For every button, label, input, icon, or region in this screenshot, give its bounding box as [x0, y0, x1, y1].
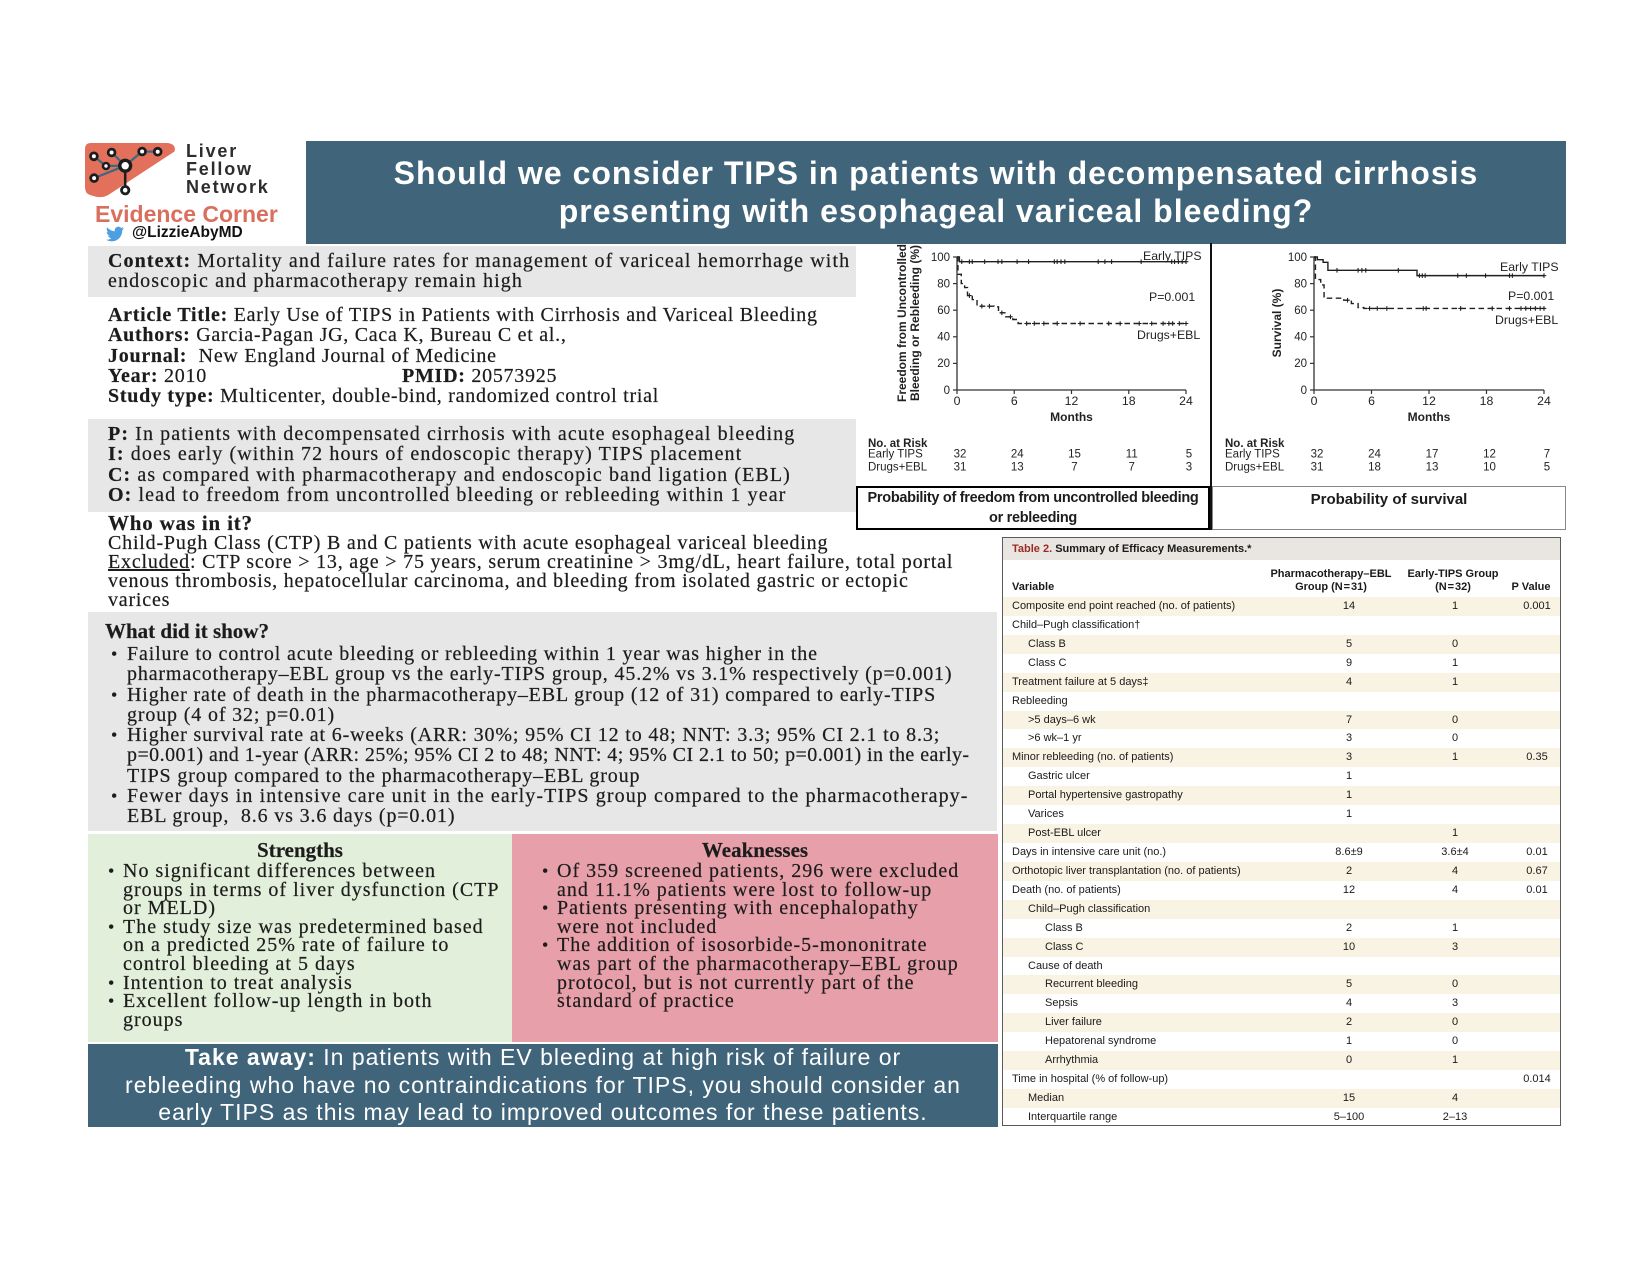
svg-text:Drugs+EBL: Drugs+EBL — [1495, 313, 1558, 327]
svg-text:80: 80 — [937, 278, 950, 290]
svg-text:40: 40 — [1294, 332, 1307, 344]
svg-text:31: 31 — [954, 462, 967, 474]
svg-text:6: 6 — [1011, 394, 1018, 408]
svg-text:24: 24 — [1011, 449, 1024, 461]
svg-text:24: 24 — [1368, 449, 1381, 461]
svg-text:17: 17 — [1426, 449, 1439, 461]
svg-text:60: 60 — [1294, 305, 1307, 317]
svg-text:Drugs+EBL: Drugs+EBL — [1225, 462, 1285, 474]
svg-text:20: 20 — [1294, 358, 1307, 370]
svg-text:100: 100 — [931, 252, 950, 264]
svg-text:Early TIPS: Early TIPS — [1500, 260, 1559, 274]
svg-text:5: 5 — [1544, 462, 1550, 474]
svg-text:Early TIPS: Early TIPS — [1143, 249, 1202, 263]
svg-text:Months: Months — [1050, 410, 1093, 424]
svg-text:24: 24 — [1179, 394, 1193, 408]
svg-text:7: 7 — [1129, 462, 1135, 474]
svg-text:24: 24 — [1537, 394, 1551, 408]
svg-text:0: 0 — [944, 385, 950, 397]
svg-text:No. at Risk: No. at Risk — [1225, 438, 1285, 450]
svg-text:12: 12 — [1065, 394, 1079, 408]
svg-text:Months: Months — [1408, 410, 1451, 424]
svg-text:18: 18 — [1122, 394, 1136, 408]
svg-text:12: 12 — [1483, 449, 1496, 461]
svg-text:Drugs+EBL: Drugs+EBL — [868, 462, 928, 474]
svg-text:6: 6 — [1368, 394, 1375, 408]
svg-text:60: 60 — [937, 305, 950, 317]
svg-text:Early TIPS: Early TIPS — [1225, 449, 1280, 461]
svg-text:P=0.001: P=0.001 — [1149, 290, 1195, 304]
svg-text:0: 0 — [1301, 385, 1307, 397]
svg-text:No. at Risk: No. at Risk — [868, 438, 928, 450]
svg-text:0: 0 — [1311, 394, 1318, 408]
svg-text:15: 15 — [1068, 449, 1081, 461]
svg-text:31: 31 — [1311, 462, 1324, 474]
svg-text:7: 7 — [1071, 462, 1077, 474]
svg-text:Early TIPS: Early TIPS — [868, 449, 923, 461]
svg-text:13: 13 — [1011, 462, 1024, 474]
svg-text:20: 20 — [937, 358, 950, 370]
svg-text:Drugs+EBL: Drugs+EBL — [1137, 328, 1200, 342]
svg-text:18: 18 — [1480, 394, 1494, 408]
svg-text:7: 7 — [1544, 449, 1550, 461]
svg-text:P=0.001: P=0.001 — [1508, 289, 1554, 303]
svg-text:0: 0 — [954, 394, 961, 408]
svg-text:32: 32 — [954, 449, 967, 461]
svg-text:10: 10 — [1483, 462, 1496, 474]
svg-text:80: 80 — [1294, 278, 1307, 290]
svg-text:3: 3 — [1186, 462, 1192, 474]
svg-text:18: 18 — [1368, 462, 1381, 474]
svg-text:100: 100 — [1288, 252, 1307, 264]
svg-text:13: 13 — [1426, 462, 1439, 474]
svg-text:32: 32 — [1311, 449, 1324, 461]
svg-text:11: 11 — [1126, 449, 1138, 461]
svg-text:Freedom from UncontrolledBleed: Freedom from UncontrolledBleeding or Reb… — [895, 244, 922, 402]
svg-text:5: 5 — [1186, 449, 1192, 461]
svg-text:Survival (%): Survival (%) — [1270, 289, 1284, 358]
svg-text:12: 12 — [1422, 394, 1436, 408]
svg-text:40: 40 — [937, 332, 950, 344]
